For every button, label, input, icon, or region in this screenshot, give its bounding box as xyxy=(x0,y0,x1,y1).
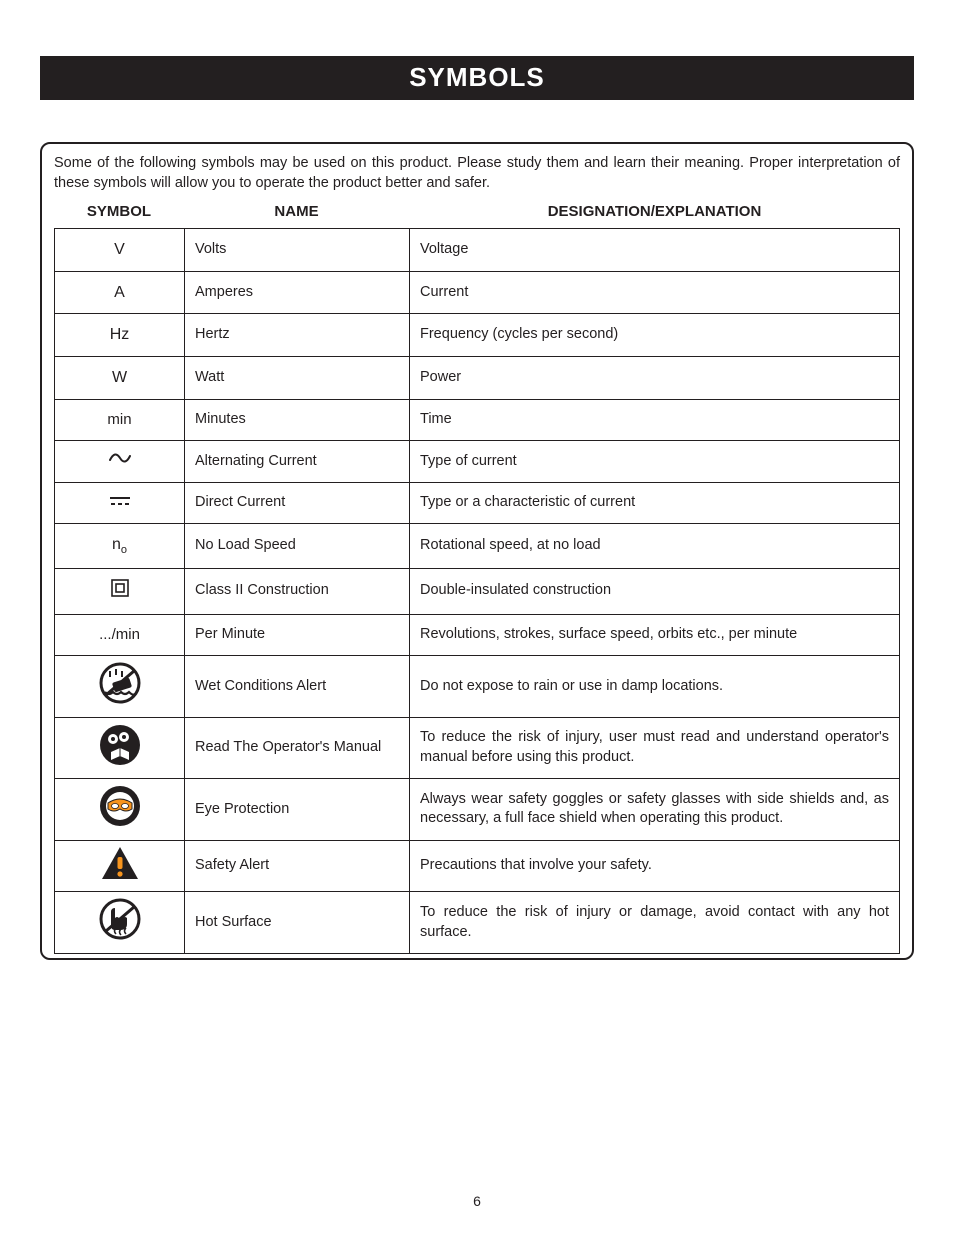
explain-cell: To reduce the risk of injury, user must … xyxy=(410,717,900,779)
name-cell: Minutes xyxy=(185,399,410,441)
table-row: A Amperes Current xyxy=(55,271,900,314)
table-row: Read The Operator's Manual To reduce the… xyxy=(55,717,900,779)
symbols-table: V Volts Voltage A Amperes Current Hz Her… xyxy=(54,228,900,954)
explain-cell: Precautions that involve your safety. xyxy=(410,840,900,892)
symbols-box: Some of the following symbols may be use… xyxy=(40,142,914,960)
symbol-volts: V xyxy=(114,241,125,258)
table-row: no No Load Speed Rotational speed, at no… xyxy=(55,523,900,568)
name-cell: Hertz xyxy=(185,314,410,357)
explain-cell: Type or a characteristic of current xyxy=(410,482,900,523)
name-cell: Volts xyxy=(185,229,410,272)
symbol-watt: W xyxy=(112,369,127,386)
symbol-amperes: A xyxy=(114,284,125,301)
page-title: SYMBOLS xyxy=(409,62,545,92)
intro-text: Some of the following symbols may be use… xyxy=(54,154,900,193)
explain-cell: Double-insulated construction xyxy=(410,568,900,614)
eye-protection-icon xyxy=(99,785,141,834)
table-row: Alternating Current Type of current xyxy=(55,441,900,483)
table-row: Wet Conditions Alert Do not expose to ra… xyxy=(55,656,900,718)
table-row: W Watt Power xyxy=(55,356,900,399)
name-cell: Direct Current xyxy=(185,482,410,523)
table-row: Safety Alert Precautions that involve yo… xyxy=(55,840,900,892)
explain-cell: Always wear safety goggles or safety gla… xyxy=(410,779,900,841)
name-cell: Wet Conditions Alert xyxy=(185,656,410,718)
header-symbol: SYMBOL xyxy=(54,203,184,220)
safety-alert-icon xyxy=(100,845,140,888)
explain-cell: Type of current xyxy=(410,441,900,483)
name-cell: Per Minute xyxy=(185,614,410,656)
name-cell: Watt xyxy=(185,356,410,399)
read-manual-icon xyxy=(99,724,141,773)
name-cell: Safety Alert xyxy=(185,840,410,892)
table-row: V Volts Voltage xyxy=(55,229,900,272)
explain-cell: Revolutions, strokes, surface speed, orb… xyxy=(410,614,900,656)
class2-icon xyxy=(111,579,129,604)
page-title-bar: SYMBOLS xyxy=(40,56,914,100)
name-cell: Eye Protection xyxy=(185,779,410,841)
explain-cell: Power xyxy=(410,356,900,399)
hot-surface-icon xyxy=(99,898,141,947)
explain-cell: Time xyxy=(410,399,900,441)
explain-cell: Frequency (cycles per second) xyxy=(410,314,900,357)
dc-icon xyxy=(110,493,130,513)
table-row: .../min Per Minute Revolutions, strokes,… xyxy=(55,614,900,656)
symbol-noload: no xyxy=(112,536,127,553)
name-cell: Hot Surface xyxy=(185,892,410,954)
explain-cell: Current xyxy=(410,271,900,314)
page-number: 6 xyxy=(0,1193,954,1209)
ac-icon xyxy=(109,451,131,472)
header-explanation: DESIGNATION/EXPLANATION xyxy=(409,203,900,220)
name-cell: Class II Construction xyxy=(185,568,410,614)
table-headers: SYMBOL NAME DESIGNATION/EXPLANATION xyxy=(54,199,900,228)
table-row: Hz Hertz Frequency (cycles per second) xyxy=(55,314,900,357)
wet-conditions-icon xyxy=(99,662,141,711)
table-row: Hot Surface To reduce the risk of injury… xyxy=(55,892,900,954)
symbol-minutes: min xyxy=(107,411,131,428)
name-cell: Alternating Current xyxy=(185,441,410,483)
page: SYMBOLS Some of the following symbols ma… xyxy=(0,0,954,1235)
name-cell: No Load Speed xyxy=(185,523,410,568)
table-row: Eye Protection Always wear safety goggle… xyxy=(55,779,900,841)
name-cell: Amperes xyxy=(185,271,410,314)
header-name: NAME xyxy=(184,203,409,220)
explain-cell: Voltage xyxy=(410,229,900,272)
table-row: min Minutes Time xyxy=(55,399,900,441)
name-cell: Read The Operator's Manual xyxy=(185,717,410,779)
table-row: Class II Construction Double-insulated c… xyxy=(55,568,900,614)
explain-cell: To reduce the risk of injury or damage, … xyxy=(410,892,900,954)
explain-cell: Rotational speed, at no load xyxy=(410,523,900,568)
table-row: Direct Current Type or a characteristic … xyxy=(55,482,900,523)
symbol-permin: .../min xyxy=(99,626,140,643)
explain-cell: Do not expose to rain or use in damp loc… xyxy=(410,656,900,718)
symbol-hertz: Hz xyxy=(110,326,130,343)
